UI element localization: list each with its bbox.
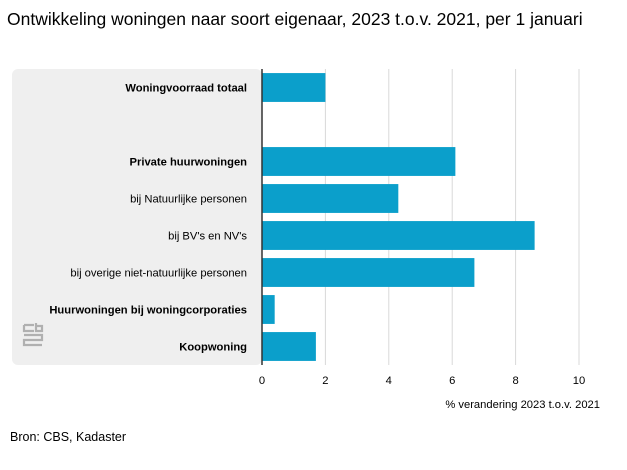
tick-labels: 0 2 4 6 8 10 (259, 375, 585, 387)
category-label: Woningvoorraad totaal (125, 83, 247, 95)
bar (262, 73, 326, 102)
bar (262, 332, 316, 361)
chart-title: Ontwikkeling woningen naar soort eigenaa… (7, 9, 583, 29)
bar (262, 221, 535, 250)
category-labels: Woningvoorraad totaal Private huurwoninge… (49, 83, 247, 354)
category-label: Koopwoning (179, 342, 247, 354)
bar (262, 295, 275, 324)
category-label: bij overige niet-natuurlijke personen (70, 268, 247, 280)
category-label: Private huurwoningen (130, 157, 248, 169)
grid-lines (324, 69, 580, 365)
category-label: bij BV's en NV's (168, 231, 247, 243)
category-label: Huurwoningen bij woningcorporaties (49, 305, 247, 317)
x-tick-label: 10 (573, 375, 585, 387)
bars (262, 73, 535, 361)
bar (262, 258, 475, 287)
cbs-logo-icon (22, 323, 44, 347)
bar (262, 184, 399, 213)
bar (262, 147, 456, 176)
x-tick-label: 0 (259, 375, 265, 387)
x-axis-title: % verandering 2023 t.o.v. 2021 (445, 399, 600, 411)
x-tick-label: 4 (386, 375, 392, 387)
label-panel (12, 69, 262, 365)
category-label: bij Natuurlijke personen (130, 194, 247, 206)
source-note: Bron: CBS, Kadaster (10, 430, 127, 444)
x-tick-label: 2 (322, 375, 328, 387)
x-tick-label: 8 (512, 375, 518, 387)
x-tick-label: 6 (449, 375, 455, 387)
